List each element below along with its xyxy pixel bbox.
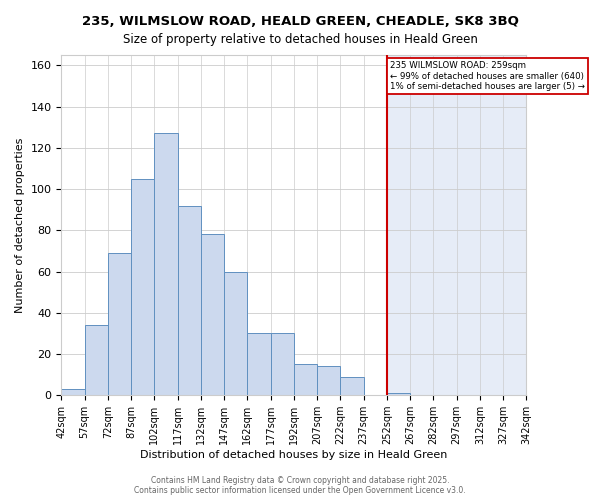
X-axis label: Distribution of detached houses by size in Heald Green: Distribution of detached houses by size … bbox=[140, 450, 448, 460]
Text: Contains HM Land Registry data © Crown copyright and database right 2025.
Contai: Contains HM Land Registry data © Crown c… bbox=[134, 476, 466, 495]
Bar bbox=[271, 334, 294, 395]
Bar bbox=[201, 234, 224, 395]
Bar bbox=[85, 325, 108, 395]
Bar bbox=[317, 366, 340, 395]
Text: 235 WILMSLOW ROAD: 259sqm
← 99% of detached houses are smaller (640)
1% of semi-: 235 WILMSLOW ROAD: 259sqm ← 99% of detac… bbox=[390, 61, 585, 91]
Bar bbox=[387, 55, 526, 395]
Bar bbox=[178, 206, 201, 395]
Bar bbox=[340, 376, 364, 395]
Bar bbox=[247, 334, 271, 395]
Bar bbox=[108, 253, 131, 395]
Bar bbox=[294, 364, 317, 395]
Bar bbox=[224, 272, 247, 395]
Bar bbox=[131, 178, 154, 395]
Bar bbox=[154, 134, 178, 395]
Bar bbox=[387, 393, 410, 395]
Bar bbox=[61, 55, 387, 395]
Text: Size of property relative to detached houses in Heald Green: Size of property relative to detached ho… bbox=[122, 32, 478, 46]
Y-axis label: Number of detached properties: Number of detached properties bbox=[15, 138, 25, 313]
Bar bbox=[61, 389, 85, 395]
Text: 235, WILMSLOW ROAD, HEALD GREEN, CHEADLE, SK8 3BQ: 235, WILMSLOW ROAD, HEALD GREEN, CHEADLE… bbox=[82, 15, 518, 28]
